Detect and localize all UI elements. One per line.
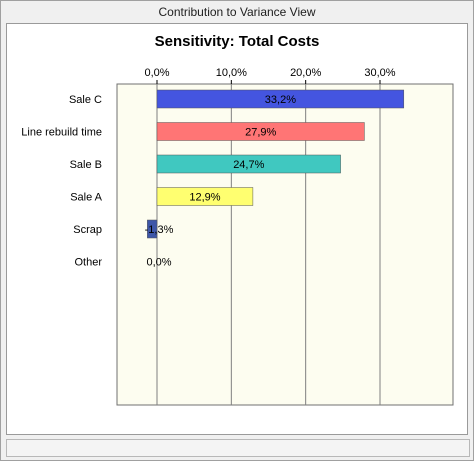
bar: [156, 187, 254, 206]
chart-frame: Sensitivity: Total Costs 0,0% 10,0% 20,0% 30…: [6, 23, 468, 435]
data-label: 33,2%: [265, 94, 296, 106]
status-strip: [6, 439, 470, 457]
data-label: 0,0%: [146, 257, 171, 269]
x-tick-label: 0,0%: [144, 67, 169, 79]
category-label: Scrap: [73, 224, 102, 236]
data-label: 27,9%: [245, 127, 276, 139]
category-label: Sale B: [70, 159, 102, 171]
x-tick-label: 20,0%: [290, 67, 321, 79]
x-tick-label: 30,0%: [364, 67, 395, 79]
chart-svg: Sensitivity: Total Costs 0,0% 10,0% 20,0% 30…: [21, 33, 454, 406]
category-label: Other: [74, 257, 102, 269]
data-label: 24,7%: [233, 159, 264, 171]
bar: [147, 219, 158, 239]
window-title: Contribution to Variance View: [158, 5, 316, 19]
data-label: -1,3%: [145, 224, 174, 236]
category-label: Sale A: [70, 192, 102, 204]
chart-title: Sensitivity: Total Costs: [155, 33, 320, 50]
bar: [156, 154, 341, 174]
category-label: Sale C: [69, 94, 102, 106]
bar: [156, 122, 365, 141]
x-tick-label: 10,0%: [216, 67, 247, 79]
data-label: 12,9%: [189, 192, 220, 204]
bar: [156, 89, 405, 109]
category-label: Line rebuild time: [21, 127, 102, 139]
